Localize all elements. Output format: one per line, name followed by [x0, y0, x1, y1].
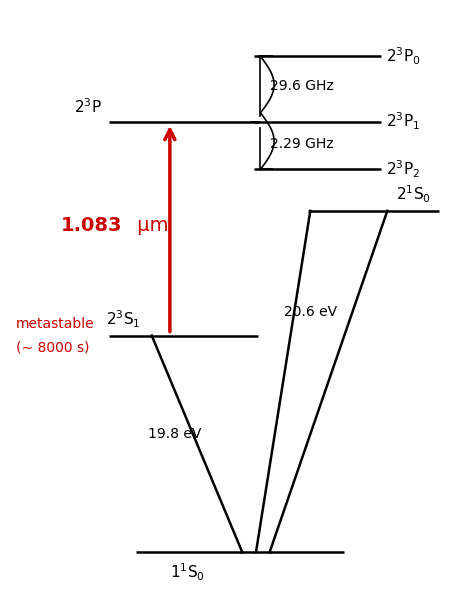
Text: 29.6 GHz: 29.6 GHz [270, 79, 333, 93]
Text: 1$^1$S$_0$: 1$^1$S$_0$ [170, 561, 206, 583]
Text: 2$^3$P$_1$: 2$^3$P$_1$ [386, 111, 420, 132]
Text: (∼ 8000 s): (∼ 8000 s) [16, 340, 89, 355]
Text: 20.6 eV: 20.6 eV [284, 305, 337, 319]
Text: 2.29 GHz: 2.29 GHz [270, 137, 333, 151]
Text: metastable: metastable [16, 317, 95, 331]
Text: 1.083: 1.083 [61, 216, 123, 235]
Text: 19.8 eV: 19.8 eV [148, 426, 201, 441]
Text: 2$^3$S$_1$: 2$^3$S$_1$ [106, 308, 141, 330]
Text: 2$^3$P$_2$: 2$^3$P$_2$ [386, 159, 420, 180]
Text: 2$^3$P$_0$: 2$^3$P$_0$ [386, 46, 420, 67]
Text: 2$^1$S$_0$: 2$^1$S$_0$ [396, 184, 431, 205]
Text: μm: μm [131, 216, 169, 235]
Text: 2$^3$P: 2$^3$P [74, 97, 102, 116]
